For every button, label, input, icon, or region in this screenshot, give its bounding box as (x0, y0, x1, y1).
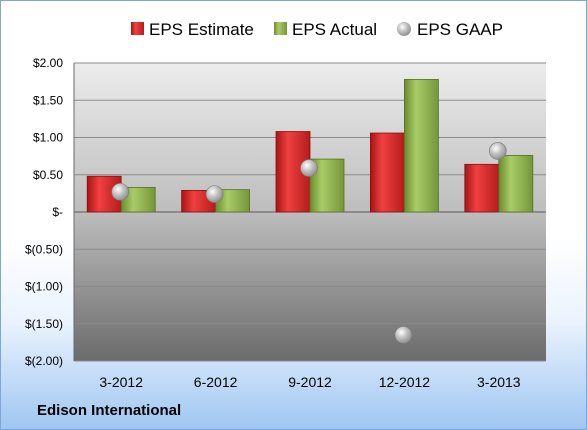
marker-eps-gaap (205, 185, 224, 203)
y-tick-label: $(2.00) (25, 354, 63, 368)
bar-eps-actual (498, 154, 534, 213)
marker-eps-gaap (300, 159, 318, 177)
y-tick-label: $1.00 (33, 131, 63, 145)
legend-swatch-eps-actual (274, 22, 287, 35)
x-category-label: 6-2012 (194, 374, 238, 390)
y-tick-label: $- (52, 205, 63, 219)
marker-eps-gaap (111, 183, 129, 201)
legend-marker-eps-gaap (397, 22, 411, 36)
y-tick-label: $2.00 (33, 56, 63, 70)
gaap-markers (111, 142, 507, 344)
bar-eps-actual (403, 78, 439, 213)
y-tick-label: $(1.50) (25, 317, 63, 331)
company-name: Edison International (37, 402, 182, 419)
y-axis-ticks: $2.00 $1.50 $1.00 $0.50 $- $(0.50) $(1.00) $(1.… (25, 56, 63, 368)
y-tick-label: $0.50 (33, 168, 63, 182)
x-category-label: 3-2013 (477, 374, 521, 390)
bar-eps-estimate (369, 132, 405, 213)
marker-eps-gaap (488, 142, 507, 160)
y-tick-label: $(0.50) (25, 242, 63, 256)
x-axis-labels: 3-2012 6-2012 9-2012 12-2012 3-2013 (99, 374, 520, 390)
x-category-label: 3-2012 (99, 374, 143, 390)
legend: EPS Estimate EPS Actual EPS GAAP (131, 20, 503, 39)
legend-label-eps-actual: EPS Actual (292, 20, 377, 39)
legend-swatch-eps-estimate (131, 22, 144, 35)
legend-label-eps-gaap: EPS GAAP (417, 20, 503, 39)
y-tick-label: $(1.00) (25, 280, 63, 294)
y-tick-label: $1.50 (33, 93, 63, 107)
x-category-label: 12-2012 (379, 374, 431, 390)
bar-eps-estimate (464, 163, 500, 213)
bars (86, 78, 534, 213)
marker-eps-gaap (394, 326, 413, 344)
x-category-label: 9-2012 (288, 374, 332, 390)
legend-label-eps-estimate: EPS Estimate (149, 20, 254, 39)
